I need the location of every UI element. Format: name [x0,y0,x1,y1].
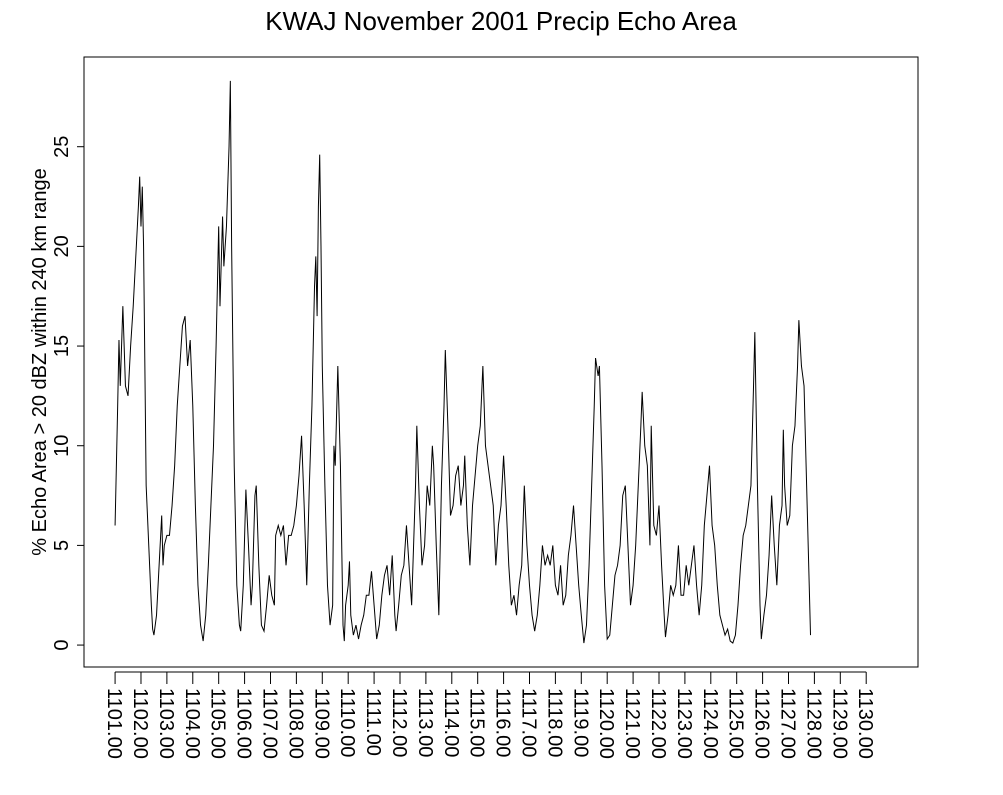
x-tick-label: 1111.00 [362,688,384,756]
x-tick-label: 1108.00 [284,688,306,759]
x-tick-label: 1109.00 [310,688,332,759]
x-tick-label: 1107.00 [258,688,280,759]
y-axis-label: % Echo Area > 20 dBZ within 240 km range [29,168,51,555]
x-tick-label: 1103.00 [155,688,177,759]
x-tick-label: 1122.00 [647,688,669,759]
x-tick-label: 1120.00 [595,688,617,759]
x-tick-label: 1105.00 [207,688,229,759]
x-tick-label: 1116.00 [492,688,514,757]
x-tick-label: 1123.00 [673,688,695,759]
x-tick-label: 1130.00 [854,688,876,759]
x-tick-label: 1118.00 [543,688,565,757]
x-tick-label: 1110.00 [336,688,358,757]
y-tick-label: 15 [51,335,73,357]
x-tick-label: 1112.00 [388,688,410,757]
y-tick-label: 0 [51,640,73,651]
x-tick-label: 1126.00 [751,688,773,759]
y-tick-label: 25 [51,136,73,158]
y-tick-label: 5 [51,540,73,551]
x-tick-label: 1101.00 [103,688,125,759]
x-tick-label: 1115.00 [466,688,488,757]
x-tick-label: 1129.00 [828,688,850,759]
x-tick-label: 1128.00 [802,688,824,759]
data-line [114,80,812,644]
x-tick-label: 1113.00 [414,688,436,757]
x-tick-label: 1102.00 [129,688,151,759]
y-tick-label: 20 [51,235,73,257]
x-tick-label: 1125.00 [725,688,747,759]
chart-title: KWAJ November 2001 Precip Echo Area [265,6,737,36]
plot-frame [83,56,919,668]
x-tick-label: 1119.00 [569,688,591,757]
x-tick-label: 1106.00 [233,688,255,759]
x-tick-label: 1114.00 [440,688,462,757]
y-tick-label: 10 [51,435,73,457]
x-tick-label: 1104.00 [181,688,203,759]
x-tick-label: 1127.00 [776,688,798,759]
x-tick-label: 1124.00 [699,688,721,759]
x-tick-label: 1117.00 [517,688,539,757]
x-tick-label: 1121.00 [621,688,643,759]
